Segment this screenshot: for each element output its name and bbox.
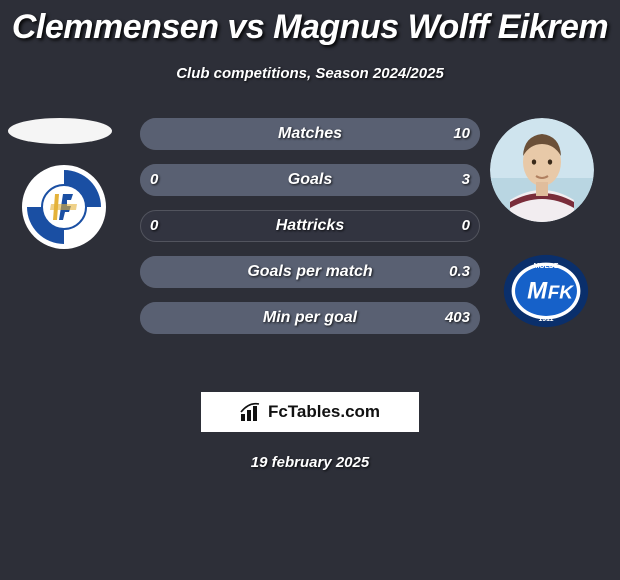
attribution-box: FcTables.com xyxy=(201,392,419,432)
subtitle: Club competitions, Season 2024/2025 xyxy=(0,65,620,82)
bar-value-right: 0 xyxy=(462,210,470,242)
bar-value-left: 0 xyxy=(150,210,158,242)
bar-label: Matches xyxy=(140,118,480,150)
svg-text:1911: 1911 xyxy=(539,316,554,323)
comparison-content: M FK MOLDE 1911 Matches10Goals03Hattrick… xyxy=(0,118,620,334)
ifk-crest-icon xyxy=(21,164,107,250)
bar-label: Hattricks xyxy=(140,210,480,242)
attribution-text: FcTables.com xyxy=(268,402,380,422)
bar-value-right: 3 xyxy=(462,164,470,196)
page-title: Clemmensen vs Magnus Wolff Eikrem xyxy=(0,0,620,47)
bar-label: Min per goal xyxy=(140,302,480,334)
svg-text:M: M xyxy=(527,278,548,305)
svg-text:FK: FK xyxy=(548,283,575,304)
club-badge-left xyxy=(21,164,107,250)
bar-value-right: 0.3 xyxy=(449,256,470,288)
left-player-column xyxy=(8,118,120,250)
club-badge-right: M FK MOLDE 1911 xyxy=(503,248,589,334)
player-left-photo-placeholder xyxy=(8,118,112,144)
stat-row: Goals0 3 xyxy=(140,164,480,196)
stat-row: Matches10 xyxy=(140,118,480,150)
stat-row: Hattricks0 0 xyxy=(140,210,480,242)
right-player-column: M FK MOLDE 1911 xyxy=(490,118,602,334)
bar-value-right: 10 xyxy=(453,118,470,150)
bar-value-left: 0 xyxy=(150,164,158,196)
stat-row: Min per goal403 xyxy=(140,302,480,334)
date-text: 19 february 2025 xyxy=(0,454,620,471)
player-portrait-icon xyxy=(490,118,594,222)
stat-bars: Matches10Goals03Hattricks00Goals per mat… xyxy=(140,118,480,334)
bar-value-right: 403 xyxy=(445,302,470,334)
bar-label: Goals xyxy=(140,164,480,196)
chart-logo-icon xyxy=(240,402,262,422)
svg-text:MOLDE: MOLDE xyxy=(534,263,559,270)
player-right-photo xyxy=(490,118,594,222)
molde-crest-icon: M FK MOLDE 1911 xyxy=(503,248,589,334)
bar-label: Goals per match xyxy=(140,256,480,288)
stat-row: Goals per match0.3 xyxy=(140,256,480,288)
